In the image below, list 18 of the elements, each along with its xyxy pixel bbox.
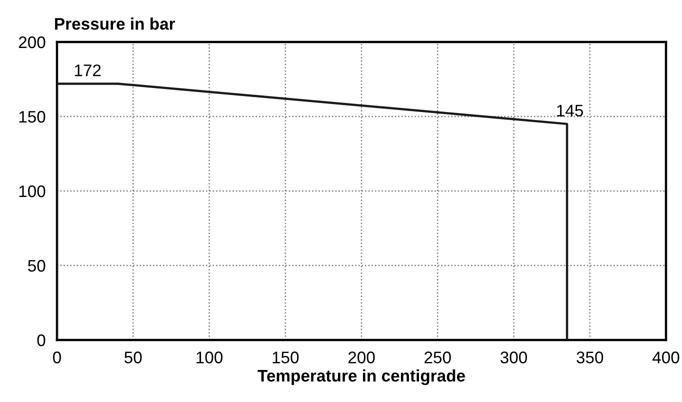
annotation: 145 bbox=[557, 104, 584, 116]
x-tick-label: 300 bbox=[500, 352, 528, 364]
y-tick-label: 150 bbox=[19, 110, 46, 123]
y-axis-title: Pressure in bar bbox=[55, 18, 176, 30]
y-tick-label: 100 bbox=[19, 185, 46, 198]
x-tick-label: 150 bbox=[272, 352, 299, 364]
x-tick-label: 250 bbox=[424, 352, 451, 364]
x-tick-label: 100 bbox=[196, 352, 223, 364]
x-tick-label: 200 bbox=[348, 352, 375, 364]
x-tick-label: 400 bbox=[652, 352, 680, 364]
annotation: 172 bbox=[74, 64, 101, 76]
y-tick-label: 50 bbox=[28, 260, 46, 272]
x-tick-label: 0 bbox=[53, 352, 61, 364]
y-tick-label: 200 bbox=[18, 36, 46, 48]
x-tick-label: 50 bbox=[124, 352, 142, 364]
y-tick-label: 0 bbox=[37, 334, 46, 346]
x-axis-title: Temperature in centigrade bbox=[258, 369, 465, 386]
x-tick-label: 350 bbox=[576, 352, 604, 364]
